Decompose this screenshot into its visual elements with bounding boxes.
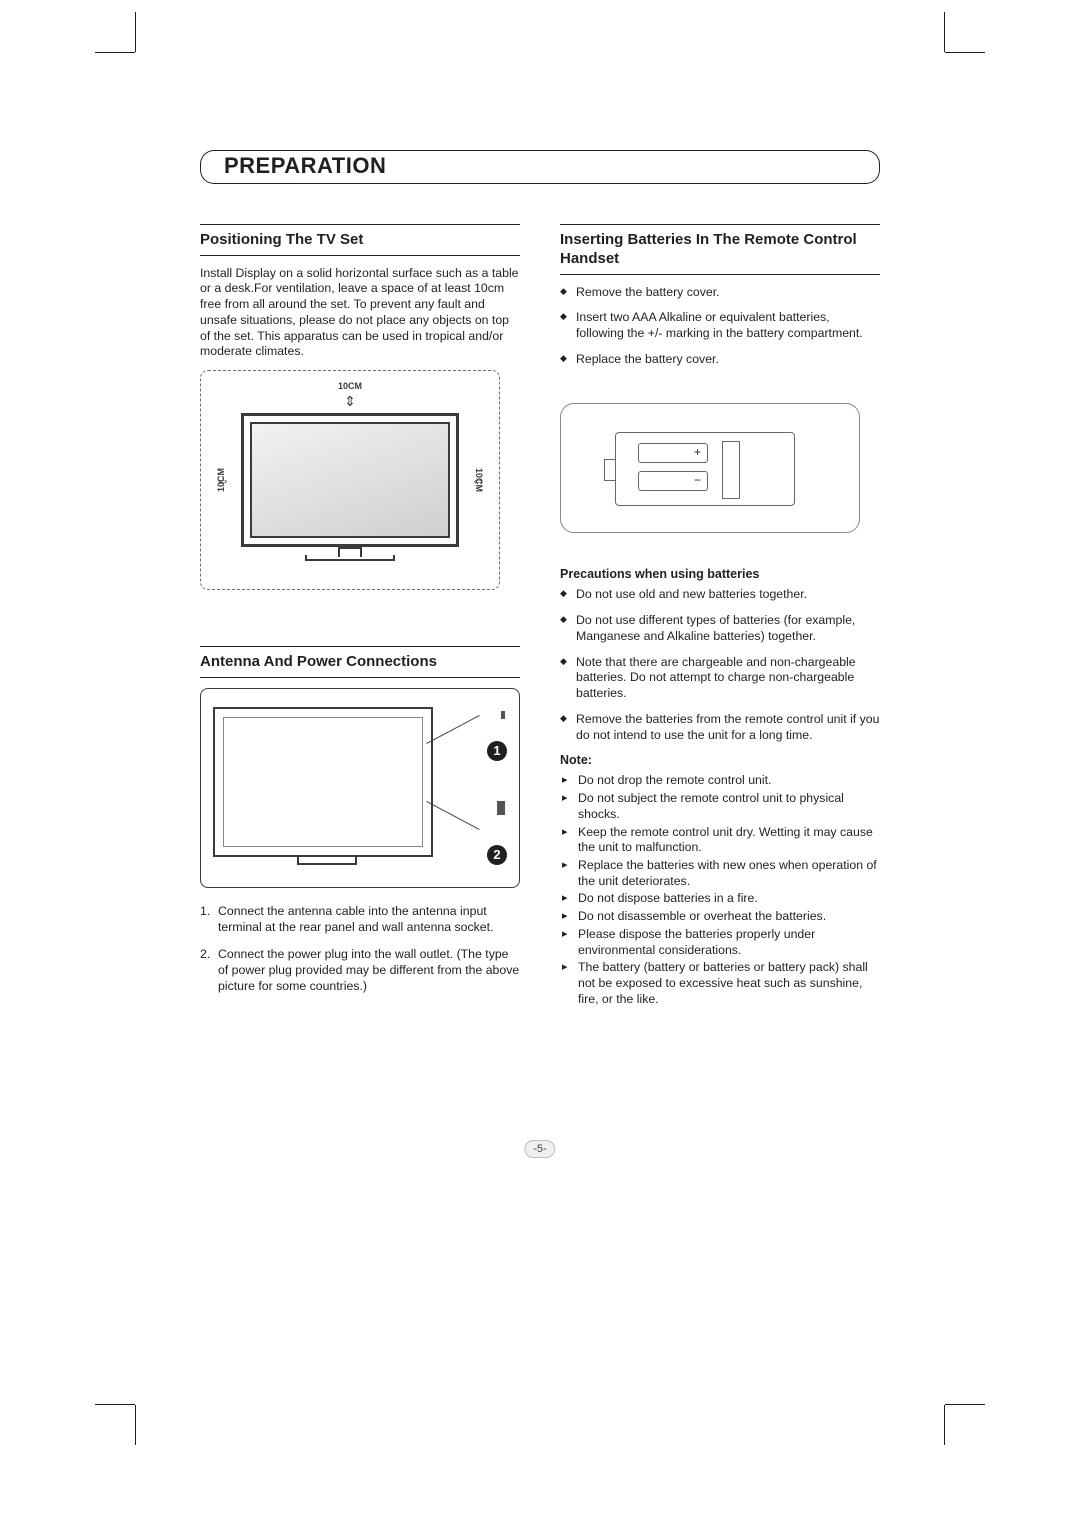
list-item: Do not subject the remote control unit t… bbox=[560, 791, 880, 822]
figure-tv-clearance: 10CM ⇕ 10CM ⇔ 10CM ⇔ bbox=[200, 370, 500, 590]
arrow-icon: ⇔ bbox=[216, 472, 230, 488]
step-number: 2. bbox=[200, 947, 214, 994]
callout-badge-2: 2 bbox=[487, 845, 507, 865]
list-item: 1. Connect the antenna cable into the an… bbox=[200, 904, 520, 935]
page-number-label: -5- bbox=[524, 1140, 555, 1158]
page-content: PREPARATION Positioning The TV Set Insta… bbox=[200, 150, 880, 1010]
list-item: Replace the batteries with new ones when… bbox=[560, 858, 880, 889]
positioning-paragraph: Install Display on a solid horizontal su… bbox=[200, 266, 520, 360]
page-title: PREPARATION bbox=[214, 150, 396, 184]
list-item: 2. Connect the power plug into the wall … bbox=[200, 947, 520, 994]
list-item: The battery (battery or batteries or bat… bbox=[560, 960, 880, 1007]
remote-compartment-icon: + − bbox=[615, 432, 795, 506]
list-item: Please dispose the batteries properly un… bbox=[560, 927, 880, 958]
arrow-icon: ⇕ bbox=[344, 393, 356, 410]
polarity-minus: − bbox=[694, 473, 701, 487]
battery-steps-list: Remove the battery cover. Insert two AAA… bbox=[560, 285, 880, 368]
list-item: Insert two AAA Alkaline or equivalent ba… bbox=[560, 310, 880, 341]
left-column: Positioning The TV Set Install Display o… bbox=[200, 224, 520, 1010]
step-number: 1. bbox=[200, 904, 214, 935]
step-text: Connect the antenna cable into the anten… bbox=[218, 904, 520, 935]
note-list: Do not drop the remote control unit. Do … bbox=[560, 773, 880, 1007]
list-item: Remove the battery cover. bbox=[560, 285, 880, 301]
section-heading-batteries: Inserting Batteries In The Remote Contro… bbox=[560, 224, 880, 275]
arrow-icon: ⇔ bbox=[471, 472, 485, 488]
antenna-steps: 1. Connect the antenna cable into the an… bbox=[200, 904, 520, 995]
figure-battery-compartment: + − bbox=[560, 403, 860, 533]
list-item: Replace the battery cover. bbox=[560, 352, 880, 368]
clearance-label-top: 10CM bbox=[338, 381, 362, 391]
right-column: Inserting Batteries In The Remote Contro… bbox=[560, 224, 880, 1010]
list-item: Do not dispose batteries in a fire. bbox=[560, 891, 880, 907]
polarity-plus: + bbox=[694, 445, 701, 459]
tv-rear-icon bbox=[213, 707, 433, 857]
section-heading-positioning: Positioning The TV Set bbox=[200, 224, 520, 256]
step-text: Connect the power plug into the wall out… bbox=[218, 947, 520, 994]
precautions-list: Do not use old and new batteries togethe… bbox=[560, 587, 880, 743]
section-heading-antenna: Antenna And Power Connections bbox=[200, 646, 520, 678]
page-number: -5- bbox=[524, 1140, 555, 1158]
figure-rear-panel: 1 2 bbox=[200, 688, 520, 888]
list-item: Remove the batteries from the remote con… bbox=[560, 712, 880, 743]
page-title-bar: PREPARATION bbox=[200, 150, 880, 184]
list-item: Do not use old and new batteries togethe… bbox=[560, 587, 880, 603]
list-item: Do not use different types of batteries … bbox=[560, 613, 880, 644]
note-label: Note: bbox=[560, 753, 880, 767]
list-item: Do not disassemble or overheat the batte… bbox=[560, 909, 880, 925]
subheading-precautions: Precautions when using batteries bbox=[560, 567, 880, 581]
list-item: Keep the remote control unit dry. Wettin… bbox=[560, 825, 880, 856]
callout-badge-1: 1 bbox=[487, 741, 507, 761]
list-item: Note that there are chargeable and non-c… bbox=[560, 655, 880, 702]
tv-front-icon bbox=[241, 413, 459, 547]
list-item: Do not drop the remote control unit. bbox=[560, 773, 880, 789]
